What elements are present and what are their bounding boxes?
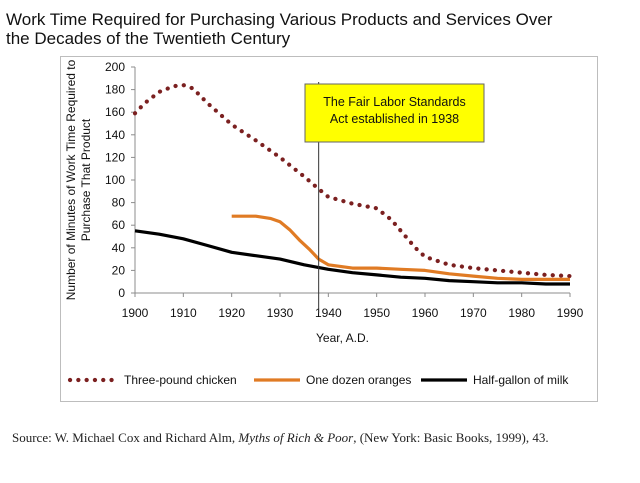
source-suffix: , (New York: Basic Books, 1999), 43.	[353, 430, 549, 445]
source-prefix: Source: W. Michael Cox and Richard Alm,	[12, 430, 239, 445]
chart-title-line-2: the Decades of the Twentieth Century	[6, 29, 291, 48]
x-tick-label: 1930	[267, 306, 294, 320]
x-axis-label: Year, A.D.	[316, 331, 369, 345]
series-line-three-pound-chicken	[132, 83, 573, 279]
chart-frame	[60, 56, 598, 402]
annotation-text-line: Act established in 1938	[330, 112, 459, 126]
series-line-half-gallon-of-milk	[134, 229, 570, 286]
y-tick-label: 80	[112, 196, 126, 210]
y-tick-label: 40	[112, 241, 126, 255]
source-citation: Source: W. Michael Cox and Richard Alm, …	[12, 429, 622, 446]
y-tick-label: 180	[105, 83, 125, 97]
y-tick-label: 60	[112, 218, 126, 232]
series-line-one-dozen-oranges	[231, 214, 570, 281]
annotation: The Fair Labor Standards Act established …	[304, 82, 485, 313]
axes: 0 20 40 60 80 100 120 140 160 180 200 1900 1910 1920 1…	[64, 59, 584, 345]
x-tick-label: 1940	[315, 306, 342, 320]
y-tick-label: 120	[105, 150, 125, 164]
annotation-box	[304, 83, 485, 143]
chart-title: Work Time Required for Purchasing Variou…	[6, 10, 626, 48]
series-layer	[132, 83, 573, 286]
legend-label-one-dozen-oranges: One dozen oranges	[306, 373, 411, 387]
x-tick-label: 1910	[170, 306, 197, 320]
legend-label-three-pound-chicken: Three-pound chicken	[124, 373, 237, 387]
y-tick-label: 0	[118, 286, 125, 300]
y-tick-label: 200	[105, 60, 125, 74]
y-tick-label: 100	[105, 173, 125, 187]
y-tick-label: 140	[105, 128, 125, 142]
x-tick-label: 1920	[218, 306, 245, 320]
legend: Three-pound chicken One dozen oranges Half…	[67, 373, 569, 387]
x-tick-label: 1900	[122, 306, 149, 320]
chart-title-line-1: Work Time Required for Purchasing Variou…	[6, 10, 553, 29]
y-axis-label-line: Number of Minutes of Work Time Required …	[64, 59, 78, 300]
legend-label-half-gallon-of-milk: Half-gallon of milk	[473, 373, 569, 387]
x-tick-label: 1990	[557, 306, 584, 320]
x-tick-label: 1970	[460, 306, 487, 320]
x-tick-label: 1980	[508, 306, 535, 320]
annotation-text-line: The Fair Labor Standards	[323, 95, 465, 109]
y-tick-label: 160	[105, 105, 125, 119]
source-book-title: Myths of Rich & Poor	[238, 430, 354, 445]
y-tick-label: 20	[112, 263, 126, 277]
x-tick-label: 1950	[363, 306, 390, 320]
y-axis-label: Number of Minutes of Work Time Required …	[64, 59, 93, 300]
y-axis-label-line: Purchase That Product	[79, 118, 93, 241]
x-tick-label: 1960	[412, 306, 439, 320]
